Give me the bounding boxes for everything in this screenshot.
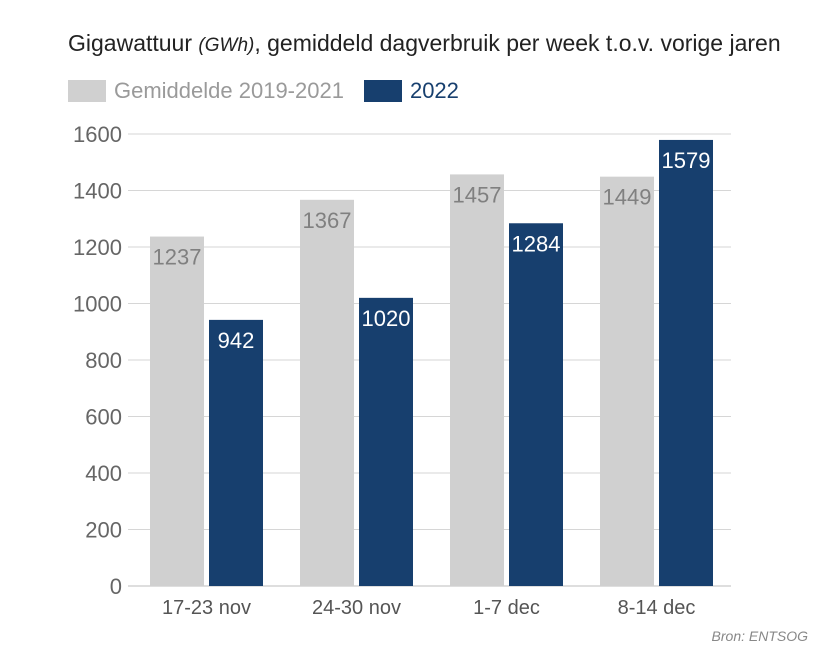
legend-item-average: Gemiddelde 2019-2021: [68, 78, 344, 104]
y-tick-label: 0: [110, 574, 122, 599]
bar-value-label: 1284: [512, 231, 561, 256]
y-tick-label: 1400: [73, 179, 122, 204]
legend-label-2022: 2022: [409, 78, 459, 103]
bar-average: [300, 199, 354, 586]
bar-average: [150, 236, 204, 587]
x-tick-label: 17-23 nov: [162, 597, 251, 619]
bar-2022: [659, 139, 713, 586]
x-tick-label: 1-7 dec: [473, 597, 540, 619]
y-tick-label: 600: [85, 405, 122, 430]
bar-average: [600, 176, 654, 586]
legend-item-2022: 2022: [363, 78, 459, 104]
x-tick-label: 24-30 nov: [312, 597, 401, 619]
bar-value-label: 1457: [453, 182, 502, 207]
chart-title-main: Gigawattuur: [68, 30, 199, 56]
bar-value-label: 1367: [303, 208, 352, 233]
bar-value-label: 1579: [662, 148, 711, 173]
y-tick-label: 800: [85, 348, 122, 373]
legend-swatch-average: [68, 80, 106, 102]
bar-2022: [509, 223, 563, 586]
chart-title: Gigawattuur (GWh), gemiddeld dagverbruik…: [68, 30, 781, 57]
bar-value-label: 1020: [362, 306, 411, 331]
bar-value-label: 1449: [603, 185, 652, 210]
y-tick-label: 400: [85, 461, 122, 486]
chart-legend: Gemiddelde 2019-2021 2022: [68, 78, 479, 104]
chart-title-rest: , gemiddeld dagverbruik per week t.o.v. …: [254, 30, 781, 56]
y-tick-label: 1200: [73, 235, 122, 260]
bar-2022: [359, 297, 413, 586]
legend-label-average: Gemiddelde 2019-2021: [114, 78, 344, 103]
bar-average: [450, 174, 504, 586]
y-tick-label: 200: [85, 518, 122, 543]
legend-swatch-2022: [363, 80, 402, 102]
y-tick-label: 1600: [73, 122, 122, 147]
x-tick-label: 8-14 dec: [618, 597, 696, 619]
chart-title-unit: (GWh): [198, 35, 255, 56]
source-note: Bron: ENTSOG: [711, 628, 808, 644]
bar-value-label: 942: [218, 328, 255, 353]
bar-value-label: 1237: [153, 245, 202, 270]
y-tick-label: 1000: [73, 292, 122, 317]
bar-2022: [209, 319, 263, 586]
